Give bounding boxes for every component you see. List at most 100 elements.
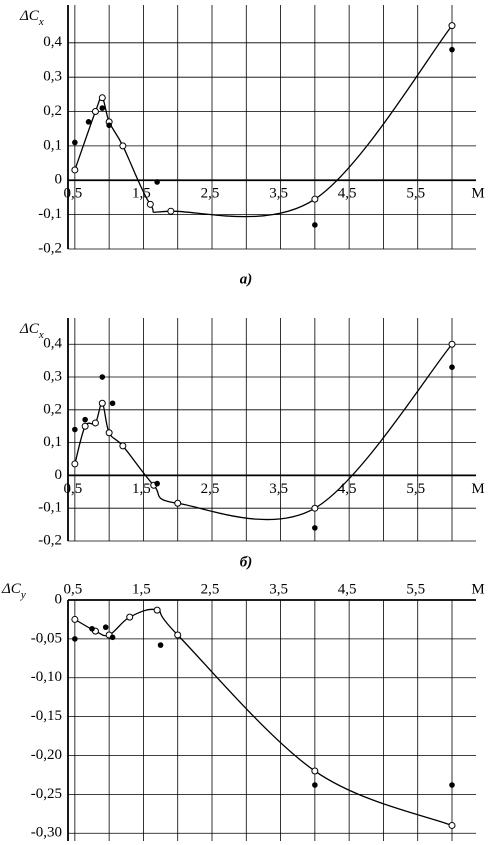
dot-marker: [109, 634, 116, 641]
y-tick-label: -0,1: [38, 206, 62, 222]
y-tick-label: 0: [55, 591, 63, 607]
y-tick-label: 0,4: [43, 34, 62, 50]
y-tick-label: -0,10: [31, 669, 62, 685]
x-tick-label: 1,5: [132, 481, 151, 497]
dot-marker: [312, 222, 318, 228]
x-tick-label: 2,5: [201, 481, 220, 497]
open-marker: [71, 166, 79, 174]
x-tick-label: 2,5: [201, 186, 220, 202]
caption: а): [240, 271, 253, 287]
y-tick-label: -0,2: [38, 532, 62, 548]
y-label-main: ΔC: [19, 321, 40, 337]
chart: -0,2 -0,1 0 0,1 0,2 0,3 0,4 0,5 1,5 2,5 3,5 4,5 5,5 M…: [19, 318, 485, 570]
x-tick-label: 3,5: [269, 186, 288, 202]
open-marker: [71, 615, 79, 623]
open-marker: [98, 399, 106, 407]
y-tick-label: -0,1: [38, 500, 62, 516]
open-marker: [81, 422, 89, 430]
dot-marker: [157, 642, 164, 648]
y-tick-label: 0,1: [43, 137, 62, 153]
x-axis-label: M: [471, 186, 484, 202]
dot-marker: [82, 416, 88, 423]
open-marker: [174, 631, 182, 639]
x-tick-label: 4,5: [338, 581, 357, 597]
dot-marker: [72, 636, 78, 642]
x-axis-label: M: [471, 481, 484, 497]
dot-marker: [72, 139, 78, 146]
x-tick-label: 4,5: [338, 481, 357, 497]
y-tick-label: 0,3: [43, 368, 62, 384]
open-marker: [98, 94, 106, 102]
y-axis-label: ΔCx: [19, 321, 44, 340]
y-tick-label: 0,3: [43, 69, 62, 85]
open-marker: [311, 504, 319, 512]
dot-marker: [85, 119, 92, 125]
open-marker: [311, 767, 319, 775]
y-label-main: ΔC: [1, 581, 22, 597]
y-tick-label: 0: [55, 172, 63, 188]
dot-marker: [449, 782, 455, 788]
curve: [74, 608, 453, 827]
y-tick-label: 0: [55, 467, 63, 483]
x-axis-label: M: [471, 581, 484, 597]
x-tick-label: 5,5: [406, 481, 425, 497]
open-marker: [105, 429, 113, 437]
dot-marker: [102, 624, 109, 631]
chart: -0,2-0,100,10,20,30,40,5 1,5 2,5 3,5 4,5 5,5 M…: [19, 5, 485, 287]
caption: б): [240, 554, 252, 570]
open-marker: [448, 340, 456, 348]
y-tick-label: -0,15: [31, 708, 62, 724]
dot-marker: [106, 122, 112, 129]
dot-marker: [154, 480, 160, 487]
dot-marker: [312, 782, 318, 788]
y-label-sub: x: [38, 329, 44, 341]
open-marker: [119, 142, 127, 150]
y-tick-label: -0,2: [38, 240, 62, 256]
dot-marker: [89, 625, 95, 632]
y-tick-label: -0,20: [31, 747, 62, 763]
y-label-sub: y: [20, 589, 26, 601]
y-tick-label: 0,2: [43, 103, 62, 119]
dot-marker: [72, 426, 78, 433]
x-tick-label: 5,5: [406, 581, 425, 597]
x-tick-label: 0,5: [63, 581, 82, 597]
y-axis-label: ΔCy: [1, 581, 26, 600]
y-tick-label: -0,25: [31, 786, 62, 802]
open-marker: [174, 499, 182, 507]
open-marker: [126, 613, 134, 621]
x-tick-label: 3,5: [269, 581, 288, 597]
dot-marker: [109, 400, 116, 407]
x-tick-label: 4,5: [338, 186, 357, 202]
y-label-main: ΔC: [19, 8, 40, 24]
x-tick-label: 1,5: [132, 581, 151, 597]
open-marker: [448, 821, 456, 829]
y-tick-label: -0,05: [31, 630, 62, 646]
dot-marker: [312, 525, 318, 531]
y-label-sub: x: [38, 16, 44, 28]
y-tick-label: -0,30: [31, 825, 62, 841]
open-marker: [311, 195, 319, 203]
dot-marker: [99, 105, 106, 111]
dot-marker: [99, 374, 106, 380]
y-tick-label: 0,2: [43, 401, 62, 417]
open-marker: [146, 200, 154, 208]
y-tick-label: 0,1: [43, 434, 62, 450]
open-marker: [153, 606, 161, 614]
dot-marker: [154, 179, 160, 185]
x-tick-label: 3,5: [269, 481, 288, 497]
x-tick-label: 0,5: [63, 481, 82, 497]
chart: -0,30 -0,25 -0,20 -0,15 -0,10 -0,05 00,5 1,5 2,5…: [1, 581, 485, 841]
open-marker: [71, 460, 79, 468]
y-axis-label: ΔCx: [19, 8, 44, 27]
y-tick-label: 0,4: [43, 336, 62, 352]
open-marker: [119, 442, 127, 450]
open-marker: [448, 22, 456, 30]
dot-marker: [449, 364, 455, 370]
open-marker: [91, 419, 99, 427]
open-marker: [167, 207, 175, 215]
x-tick-label: 5,5: [406, 186, 425, 202]
x-tick-label: 0,5: [63, 186, 82, 202]
open-marker: [91, 108, 99, 116]
x-tick-label: 2,5: [201, 581, 220, 597]
dot-marker: [449, 46, 455, 53]
